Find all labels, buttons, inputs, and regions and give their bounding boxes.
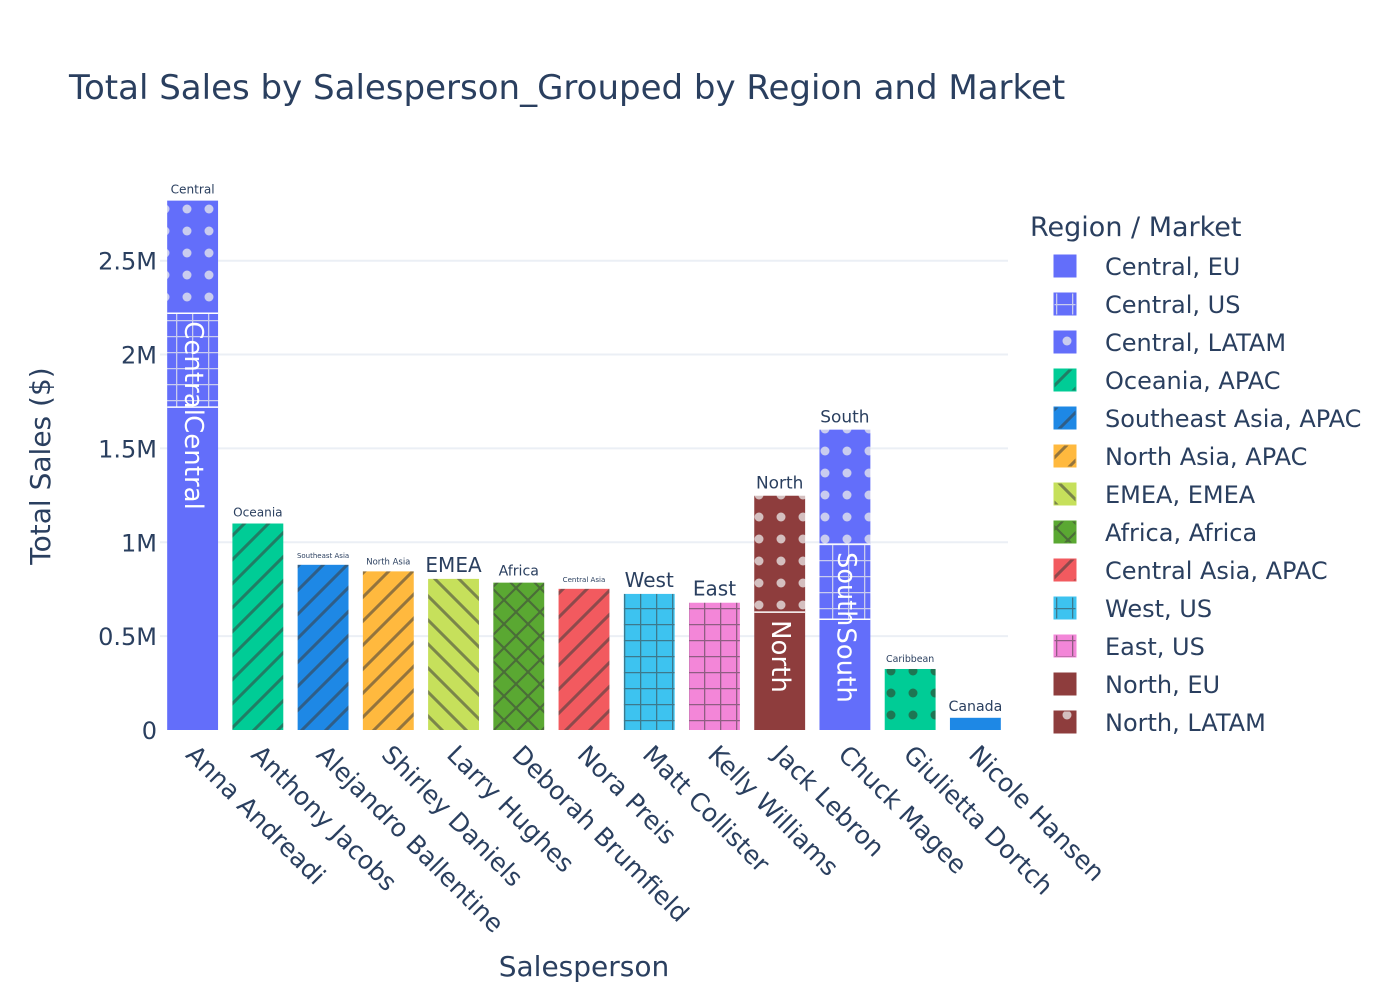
legend-label: North Asia, APAC	[1105, 443, 1307, 471]
bar-segment	[362, 571, 414, 730]
legend-label: Central Asia, APAC	[1105, 557, 1328, 585]
y-tick-label: 0.5M	[98, 623, 157, 651]
bar-label: Africa	[499, 564, 539, 580]
legend-swatch	[1053, 672, 1077, 696]
bar-label: Canada	[949, 699, 1003, 715]
legend-label: East, US	[1105, 633, 1205, 661]
legend-item[interactable]: Central, EU	[1053, 253, 1240, 281]
legend-label: Africa, Africa	[1105, 519, 1257, 547]
bar-label: Caribbean	[886, 654, 934, 665]
legend-title: Region / Market	[1030, 212, 1242, 243]
legend: Region / Market Central, EU Central, US Ce…	[1030, 212, 1361, 737]
legend-item[interactable]: Oceania, APAC	[1053, 367, 1281, 395]
bar-segment-label: South	[831, 552, 861, 626]
legend-swatch	[1053, 444, 1077, 468]
bar-label: Central	[171, 183, 215, 197]
legend-label: Southeast Asia, APAC	[1105, 405, 1361, 433]
legend-swatch	[1053, 482, 1077, 506]
bar-segment	[623, 593, 675, 730]
bar-segment-label: Central	[178, 415, 208, 510]
y-tick-label: 1.5M	[98, 435, 157, 463]
bar-segment	[232, 523, 284, 730]
legend-item[interactable]: Central Asia, APAC	[1053, 557, 1328, 585]
legend-item[interactable]: Central, US	[1053, 291, 1240, 319]
bars	[167, 200, 1001, 730]
bar-segment	[949, 717, 1001, 730]
bar-label: Southeast Asia	[297, 552, 349, 560]
bar-segment	[558, 588, 610, 730]
x-axis-title: Salesperson	[499, 950, 670, 983]
legend-item[interactable]: EMEA, EMEA	[1053, 481, 1256, 509]
bar-segment-label: South	[830, 627, 860, 703]
y-tick-label: 1M	[121, 529, 157, 557]
bar-label: South	[820, 407, 869, 427]
bar-label: East	[693, 577, 736, 601]
legend-swatch	[1053, 406, 1077, 430]
bar-segment	[884, 668, 936, 730]
legend-label: Central, EU	[1105, 253, 1240, 281]
legend-swatch	[1053, 368, 1077, 392]
legend-swatch	[1053, 558, 1077, 582]
legend-item[interactable]: Central, LATAM	[1053, 329, 1286, 357]
bar-segment	[689, 602, 740, 730]
y-tick-label: 2.5M	[98, 248, 157, 276]
legend-label: West, US	[1105, 595, 1212, 623]
chart-title: Total Sales by Salesperson_Grouped by Re…	[68, 68, 1065, 108]
bar-segment	[167, 407, 219, 730]
y-tick-label: 0	[142, 717, 157, 745]
bar-segment	[428, 578, 479, 730]
legend-item[interactable]: Southeast Asia, APAC	[1053, 405, 1361, 433]
bar-segment	[297, 564, 349, 730]
legend-item[interactable]: North, EU	[1053, 671, 1220, 699]
legend-label: Central, LATAM	[1105, 329, 1286, 357]
legend-item[interactable]: Africa, Africa	[1053, 519, 1257, 547]
legend-item[interactable]: West, US	[1053, 595, 1212, 623]
legend-item[interactable]: North Asia, APAC	[1053, 443, 1307, 471]
bar-segment	[819, 619, 871, 730]
bar-segment	[819, 429, 871, 545]
y-axis-title: Total Sales ($)	[24, 367, 57, 565]
bar-label: North Asia	[366, 556, 410, 566]
bar-segment	[754, 612, 806, 730]
legend-label: North, LATAM	[1105, 709, 1266, 737]
bar-label: West	[625, 568, 674, 592]
y-tick-label: 2M	[121, 342, 157, 370]
legend-label: Oceania, APAC	[1105, 367, 1281, 395]
bar-label: Oceania	[233, 506, 283, 520]
bar-segment-label: Central	[178, 321, 208, 416]
bar-segment	[754, 495, 806, 613]
legend-swatch	[1053, 596, 1077, 620]
legend-swatch	[1053, 710, 1077, 734]
bar-label: EMEA	[425, 553, 482, 577]
bar-segment	[819, 544, 871, 620]
legend-swatch	[1053, 634, 1077, 658]
legend-label: EMEA, EMEA	[1105, 481, 1256, 509]
legend-swatch	[1053, 254, 1077, 278]
legend-label: Central, US	[1105, 291, 1240, 319]
legend-swatch	[1053, 520, 1077, 544]
legend-swatch	[1053, 330, 1077, 354]
bar-segment	[167, 313, 219, 408]
legend-label: North, EU	[1105, 671, 1220, 699]
legend-item[interactable]: North, LATAM	[1053, 709, 1266, 737]
bar-label: Central Asia	[563, 575, 606, 584]
legend-item[interactable]: East, US	[1053, 633, 1205, 661]
bar-segment-label: North	[765, 620, 795, 693]
bar-segment	[493, 582, 545, 730]
bar-segment	[167, 200, 219, 314]
legend-swatch	[1053, 292, 1077, 316]
bar-label: North	[756, 473, 803, 493]
y-axis-ticks: 0 0.5M 1M 1.5M 2M 2.5M	[98, 248, 157, 745]
